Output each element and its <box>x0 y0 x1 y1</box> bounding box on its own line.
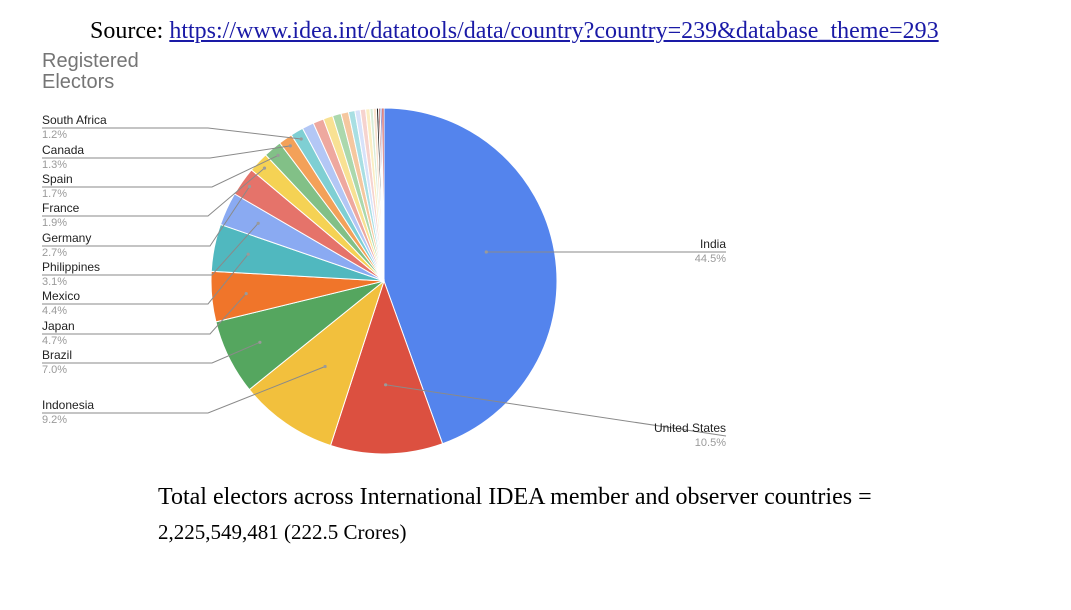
pie-slice-united-states <box>329 279 444 455</box>
slice-pct-canada: 1.3% <box>42 159 67 171</box>
slice-pct-mexico: 4.4% <box>42 305 67 317</box>
leader-dot-france <box>262 166 267 170</box>
slice-label-south-africa: South Africa <box>42 113 107 127</box>
leader-dot-south-africa <box>299 137 303 141</box>
slice-label-united-states: United States <box>654 421 726 435</box>
pie-slice-indonesia <box>248 279 385 447</box>
slice-label-france: France <box>42 201 80 215</box>
leader-line-france <box>42 167 265 217</box>
source-prefix: Source: <box>90 18 170 44</box>
leader-dot-philippines <box>256 221 260 225</box>
slice-pct-germany: 2.7% <box>42 247 67 259</box>
slice-label-brazil: Brazil <box>42 348 72 362</box>
leader-dot-brazil <box>258 340 262 344</box>
leader-dot-india <box>484 250 488 254</box>
pie-slice-india <box>383 107 558 445</box>
pie-slice-other-26 <box>381 107 385 282</box>
leader-line-germany <box>42 186 250 247</box>
slice-pct-japan: 4.7% <box>42 335 67 347</box>
total-electors-value: 2,225,549,481 (222.5 Crores) <box>158 520 407 544</box>
leader-dot-indonesia <box>323 364 327 369</box>
source-link[interactable]: https://www.idea.int/datatools/data/coun… <box>169 18 939 44</box>
slice-label-india: India <box>700 237 726 251</box>
slice-label-philippines: Philippines <box>42 260 100 274</box>
slice-label-canada: Canada <box>42 143 84 157</box>
leader-dot-canada <box>288 144 292 148</box>
leader-line-canada <box>42 145 291 159</box>
leader-dot-japan <box>244 292 248 296</box>
slice-pct-brazil: 7.0% <box>42 364 67 376</box>
slice-pct-india: 44.5% <box>695 253 726 265</box>
leader-line-south-africa <box>42 127 302 140</box>
chart-title: Registered Electors <box>42 50 139 93</box>
slice-label-germany: Germany <box>42 231 91 245</box>
leader-dot-spain <box>276 153 280 157</box>
slice-pct-south-africa: 1.2% <box>42 129 67 141</box>
slice-label-spain: Spain <box>42 172 73 186</box>
total-electors-text: Total electors across International IDEA… <box>158 484 872 510</box>
slice-label-indonesia: Indonesia <box>42 398 94 412</box>
leader-line-united-states <box>385 384 727 437</box>
pie-chart: India 44.5% United States 10.5% Indonesia 9.2… <box>42 107 727 455</box>
slice-pct-philippines: 3.1% <box>42 276 67 288</box>
leader-line-japan <box>42 293 247 335</box>
leader-dot-mexico <box>246 252 250 256</box>
leader-dot-germany <box>247 184 252 189</box>
leader-line-mexico <box>42 253 249 305</box>
slice-pct-france: 1.9% <box>42 217 67 229</box>
leader-line-philippines <box>42 222 259 276</box>
leader-line-brazil <box>42 341 261 364</box>
slice-pct-spain: 1.7% <box>42 188 67 200</box>
leader-line-indonesia <box>42 366 326 414</box>
slice-pct-indonesia: 9.2% <box>42 414 67 426</box>
leader-line-spain <box>42 154 279 188</box>
slice-label-mexico: Mexico <box>42 289 80 303</box>
slice-label-japan: Japan <box>42 319 75 333</box>
source-line: Source: https://www.idea.int/datatools/d… <box>90 18 939 45</box>
slice-pct-united-states: 10.5% <box>695 437 726 449</box>
leader-dot-united-states <box>384 383 388 387</box>
